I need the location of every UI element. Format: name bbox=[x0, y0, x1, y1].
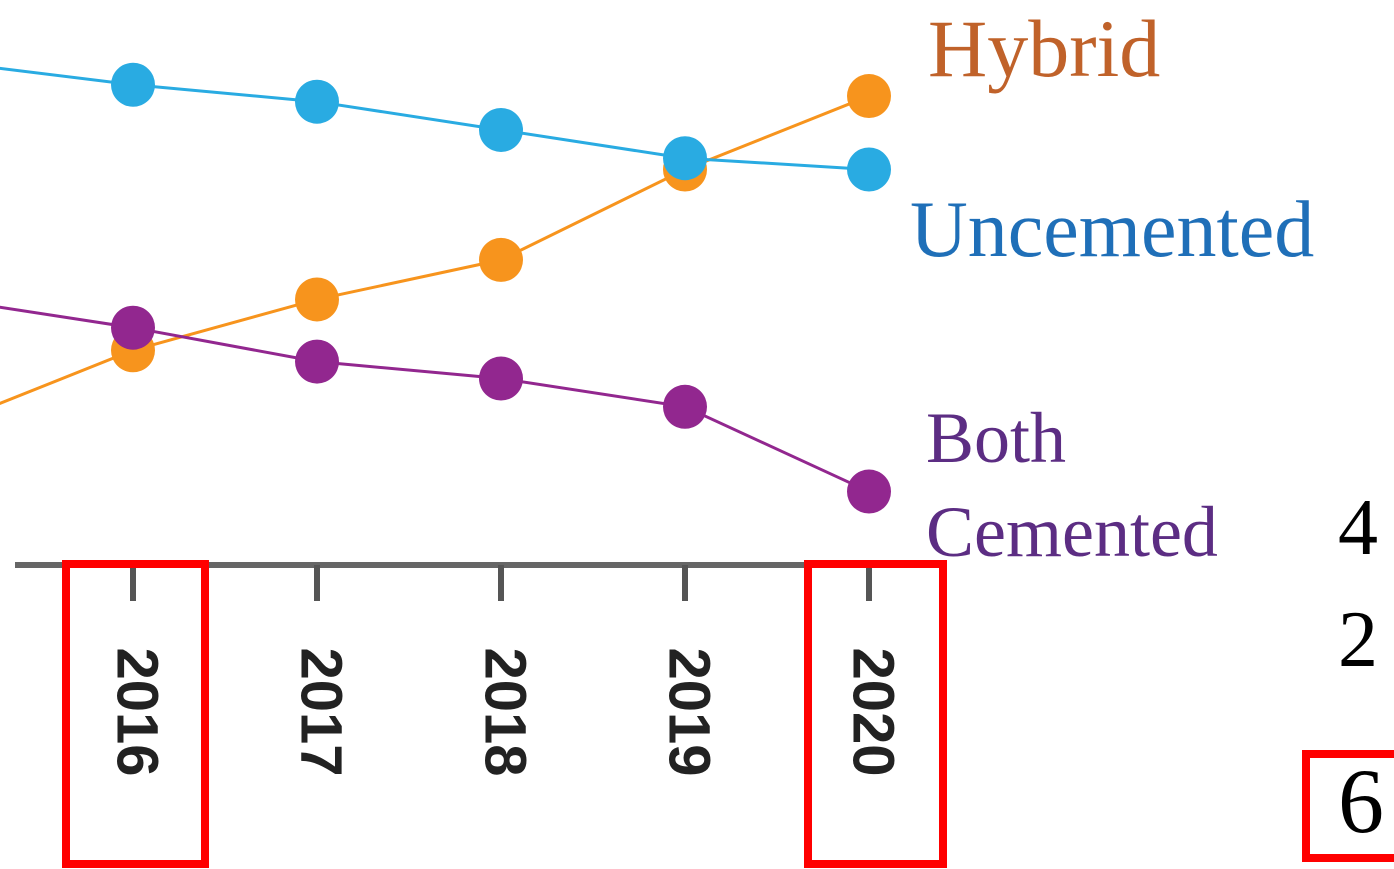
point bbox=[295, 79, 339, 124]
series-label: Hybrid bbox=[928, 3, 1161, 94]
point bbox=[847, 74, 891, 119]
point bbox=[847, 469, 891, 514]
point bbox=[479, 237, 523, 282]
x-tick-label: 2019 bbox=[657, 647, 722, 776]
point bbox=[663, 136, 707, 181]
highlight-box bbox=[804, 560, 947, 868]
series-line bbox=[0, 94, 870, 406]
point bbox=[111, 62, 155, 107]
series-label: Uncemented bbox=[910, 186, 1315, 274]
x-tick-label: 2017 bbox=[289, 647, 354, 776]
point bbox=[479, 356, 523, 401]
point bbox=[847, 147, 891, 192]
series-line bbox=[0, 66, 870, 171]
point bbox=[295, 339, 339, 384]
point bbox=[295, 277, 339, 322]
series-label: Both Cemented bbox=[926, 398, 1218, 572]
point bbox=[111, 305, 155, 350]
series-line bbox=[0, 305, 870, 493]
highlight-box bbox=[1302, 750, 1394, 862]
x-tick-label: 2020 bbox=[841, 647, 906, 776]
highlight-box bbox=[62, 560, 209, 868]
point bbox=[479, 107, 523, 152]
x-tick-label: 2018 bbox=[473, 647, 538, 776]
annotation: 2 bbox=[1338, 596, 1378, 684]
point bbox=[663, 384, 707, 429]
annotation: 6 bbox=[1338, 750, 1384, 852]
annotation: 4 bbox=[1338, 484, 1378, 572]
x-tick-label: 2016 bbox=[105, 647, 170, 776]
